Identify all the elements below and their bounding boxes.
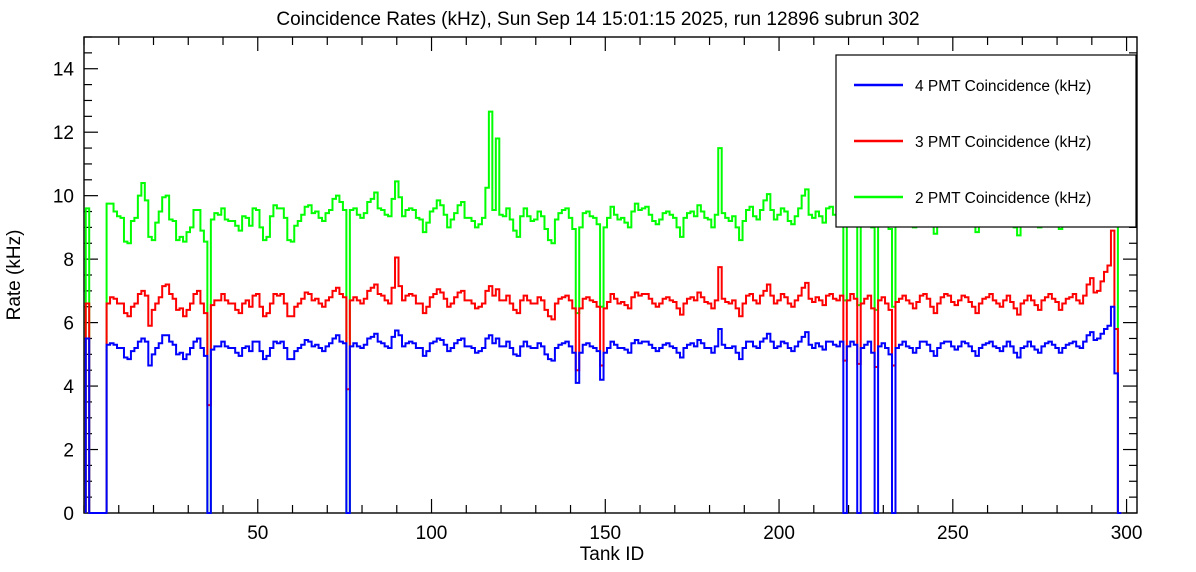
y-tick-label: 14 (53, 60, 75, 81)
x-tick-label: 300 (1111, 523, 1143, 544)
y-axis-title: Rate (kHz) (4, 230, 25, 321)
x-axis-ticks (83, 37, 1128, 513)
chart-title: Coincidence Rates (kHz), Sun Sep 14 15:0… (276, 9, 919, 30)
chart-legend: 4 PMT Coincidence (kHz) 3 PMT Coincidenc… (835, 54, 1137, 228)
y-tick-label: 2 (63, 441, 74, 462)
series-4pmt-line (84, 305, 1122, 514)
x-axis-title: Tank ID (580, 544, 644, 565)
y-tick-label: 6 (63, 314, 74, 335)
series-3pmt-line (84, 229, 1122, 514)
y-tick-label: 0 (63, 504, 74, 525)
x-tick-label: 50 (247, 523, 268, 544)
x-tick-label: 250 (937, 523, 969, 544)
y-tick-label: 12 (53, 123, 74, 144)
legend-entry-4pmt[interactable]: 4 PMT Coincidence (kHz) (854, 78, 1091, 95)
y-tick-label: 4 (63, 377, 74, 398)
y-axis-tick-labels: 0 2 4 6 8 10 12 14 (53, 60, 75, 525)
legend-entry-2pmt[interactable]: 2 PMT Coincidence (kHz) (854, 190, 1091, 207)
x-tick-label: 150 (589, 523, 621, 544)
legend-entry-3pmt[interactable]: 3 PMT Coincidence (kHz) (854, 134, 1091, 151)
y-tick-label: 10 (53, 187, 74, 208)
x-axis-tick-labels: 50 100 150 200 250 300 (247, 523, 1142, 544)
legend-label-4pmt: 4 PMT Coincidence (kHz) (915, 78, 1091, 95)
y-tick-label: 8 (63, 250, 74, 271)
x-tick-label: 100 (416, 523, 448, 544)
legend-label-3pmt: 3 PMT Coincidence (kHz) (915, 134, 1091, 151)
x-tick-label: 200 (763, 523, 795, 544)
legend-label-2pmt: 2 PMT Coincidence (kHz) (915, 190, 1091, 207)
